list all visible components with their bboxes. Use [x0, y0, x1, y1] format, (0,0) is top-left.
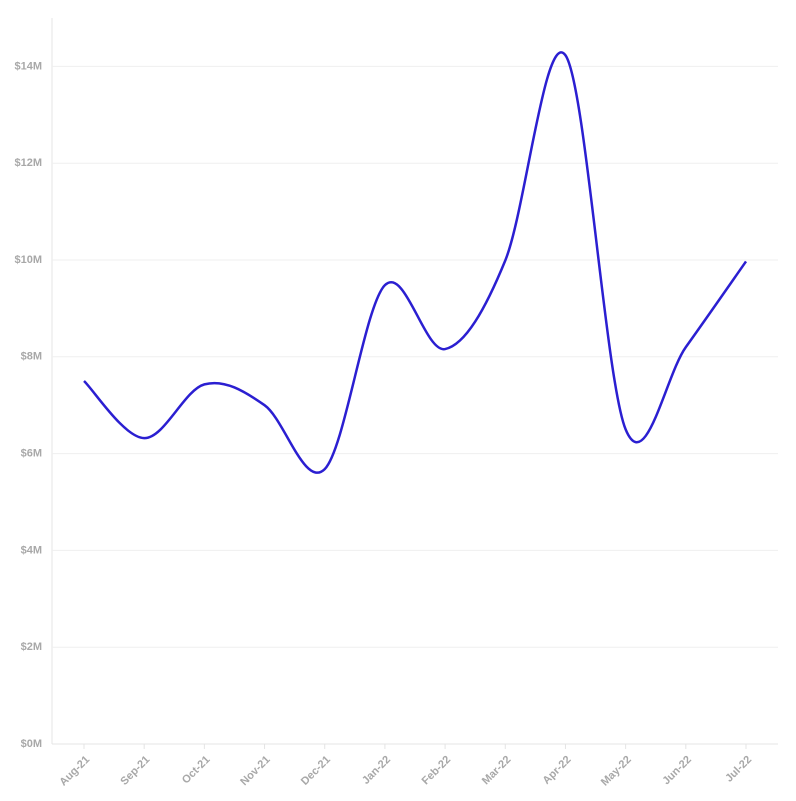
- x-tick-label: May-22: [599, 754, 634, 789]
- y-tick-label: $4M: [21, 544, 42, 556]
- y-tick-label: $6M: [21, 448, 42, 460]
- y-tick-label: $12M: [14, 157, 42, 169]
- x-tick-label: Sep-21: [118, 754, 152, 788]
- y-tick-label: $8M: [21, 351, 42, 363]
- x-tick-label: Dec-21: [299, 754, 333, 788]
- x-tick-label: Jul-22: [723, 754, 754, 785]
- y-tick-label: $2M: [21, 641, 42, 653]
- x-tick-label: Jun-22: [660, 754, 694, 788]
- y-tick-label: $14M: [14, 60, 42, 72]
- line: [83, 51, 748, 474]
- y-tick-label: $0M: [21, 738, 42, 750]
- y-tick-label: $10M: [14, 254, 42, 266]
- x-tick-label: Mar-22: [480, 754, 514, 788]
- x-tick-label: Feb-22: [420, 754, 454, 788]
- x-tick-label: Oct-21: [180, 754, 213, 787]
- x-tick-label: Apr-22: [541, 754, 574, 787]
- x-tick-label: Nov-21: [238, 754, 272, 788]
- x-tick-label: Jan-22: [360, 754, 393, 787]
- x-tick-label: Aug-21: [57, 754, 92, 789]
